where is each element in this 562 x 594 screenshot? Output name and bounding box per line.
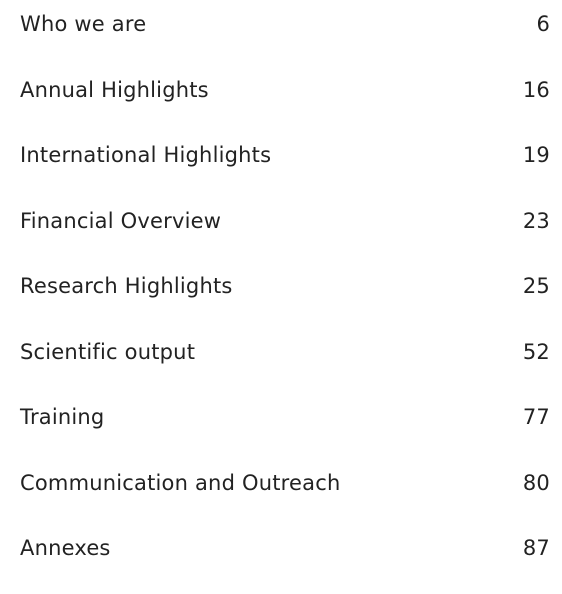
- toc-entry[interactable]: Scientific output 52: [20, 332, 550, 372]
- entry-page: 77: [522, 405, 550, 429]
- entry-title: Communication and Outreach: [20, 470, 341, 495]
- entry-title: Financial Overview: [20, 208, 222, 233]
- entry-page: 52: [522, 339, 550, 364]
- entry-title: Scientific output: [20, 339, 196, 364]
- toc-entry[interactable]: Training 77: [20, 397, 550, 437]
- entry-page: 80: [522, 470, 550, 495]
- entry-title: International Highlights: [20, 143, 272, 167]
- toc-entry[interactable]: International Highlights 19: [20, 135, 550, 175]
- entry-page: 6: [536, 12, 550, 36]
- entry-title: Research Highlights: [20, 274, 233, 298]
- toc-entry[interactable]: Financial Overview 23: [20, 201, 550, 241]
- entry-title: Annexes: [20, 536, 111, 560]
- entry-page: 25: [522, 274, 550, 298]
- entry-page: 87: [522, 536, 550, 560]
- entry-title: Annual Highlights: [20, 77, 209, 102]
- entry-page: 23: [522, 208, 550, 233]
- entry-page: 19: [522, 143, 550, 167]
- entry-title: Training: [20, 405, 105, 429]
- toc-entry[interactable]: Annual Highlights 16: [20, 70, 550, 110]
- toc-entry[interactable]: Communication and Outreach 80: [20, 463, 550, 503]
- entry-title: Who we are: [20, 12, 147, 36]
- toc-entry[interactable]: Research Highlights 25: [20, 266, 550, 306]
- toc-entry[interactable]: Annexes 87: [20, 528, 550, 568]
- toc-entry[interactable]: Who we are 6: [20, 4, 550, 44]
- entry-page: 16: [522, 77, 550, 102]
